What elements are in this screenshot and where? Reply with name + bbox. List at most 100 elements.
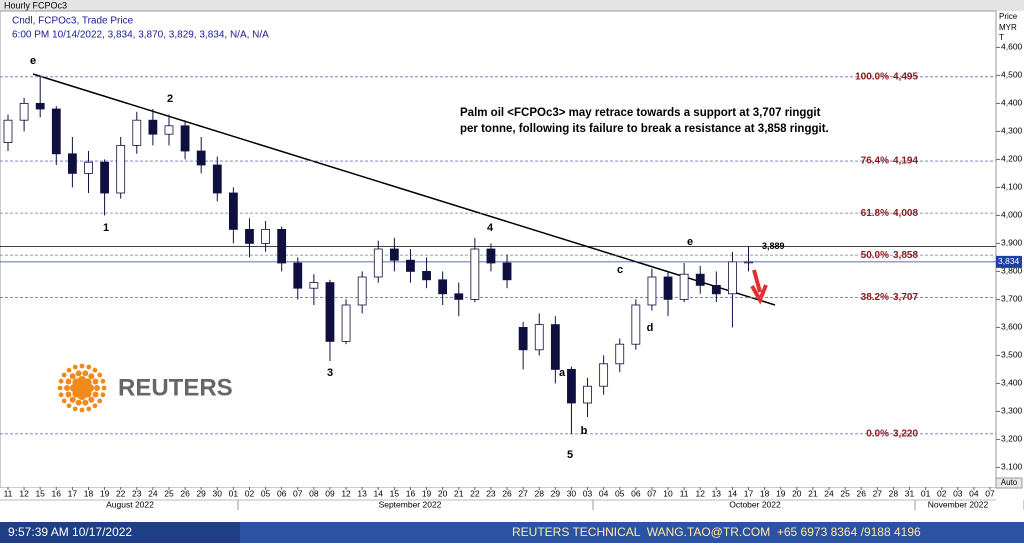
x-tick-label: 14: [728, 488, 738, 498]
candle-body: [470, 248, 480, 300]
x-tick-label: 14: [374, 488, 384, 498]
logo-dot: [66, 367, 72, 373]
logo-dot: [88, 373, 95, 380]
logo-dot: [79, 363, 85, 369]
wave-label: d: [647, 322, 654, 334]
fib-label: 76.4%: [861, 156, 889, 167]
annotation-line: per tonne, following its failure to brea…: [460, 123, 829, 135]
candle-body: [422, 270, 431, 281]
logo-dot: [61, 372, 67, 378]
x-tick-label: 08: [309, 488, 319, 498]
logo-dot: [66, 403, 72, 409]
resistance-label: 3,889: [762, 241, 785, 251]
x-tick-label: 04: [969, 488, 979, 498]
candle-body: [679, 273, 689, 300]
y-tick-label: 4,300: [1001, 126, 1023, 136]
series-legend: Cndl, FCPOc3, Trade Price: [12, 16, 134, 27]
x-tick-label: 02: [245, 488, 255, 498]
logo-dot: [79, 407, 85, 413]
logo-mark: [57, 363, 107, 413]
x-tick-label: 11: [680, 488, 689, 498]
fib-label: 100.0%: [855, 71, 889, 82]
candle-body: [196, 150, 206, 166]
candle-body: [744, 261, 753, 264]
wave-label: b: [581, 425, 588, 437]
candle-body: [212, 164, 222, 194]
month-label: November 2022: [928, 499, 989, 509]
wave-label: 1: [103, 222, 109, 234]
window-title: Hourly FCPOc3: [4, 0, 67, 10]
month-label: October 2022: [729, 499, 781, 509]
x-tick-label: 18: [760, 488, 770, 498]
x-tick-label: 24: [148, 488, 158, 498]
wave-label: 5: [567, 449, 573, 461]
x-tick-label: 03: [953, 488, 963, 498]
ohlc-readout: 6:00 PM 10/14/2022, 3,834, 3,870, 3,829,…: [12, 30, 269, 41]
y-tick-label: 4,500: [1001, 70, 1023, 80]
candle-body: [728, 261, 737, 295]
auto-button[interactable]: [995, 477, 1023, 489]
logo-dot: [83, 378, 92, 387]
y-tick-label: 4,000: [1001, 210, 1023, 220]
candle-body: [486, 248, 496, 264]
logo-dot: [94, 385, 100, 391]
y-tick-label: 4,100: [1001, 182, 1023, 192]
logo-dot: [100, 378, 106, 384]
x-tick-label: 24: [824, 488, 834, 498]
x-tick-label: 30: [567, 488, 577, 498]
date-strip: [0, 488, 1024, 522]
x-tick-label: 11: [4, 488, 13, 498]
x-tick-label: 10: [663, 488, 673, 498]
candle-body: [341, 304, 351, 342]
logo-dot: [101, 385, 107, 391]
x-tick-label: 13: [712, 488, 722, 498]
wave-label: c: [617, 264, 623, 276]
candle-body: [164, 125, 174, 135]
logo-dot: [57, 385, 63, 391]
logo-dot: [92, 378, 99, 385]
fib-value: 4,008: [893, 208, 918, 219]
candle-body: [261, 228, 270, 244]
logo-dot: [72, 406, 78, 412]
last-price-label: 3,834: [998, 256, 1020, 266]
candle-body: [711, 284, 721, 295]
x-tick-label: 20: [792, 488, 802, 498]
x-tick-label: 04: [599, 488, 609, 498]
x-tick-label: 19: [100, 488, 110, 498]
title-bar: [0, 0, 1024, 11]
candle-body: [583, 385, 592, 404]
wave-label: e: [30, 55, 36, 67]
x-tick-label: 20: [438, 488, 448, 498]
y-tick-label: 3,500: [1001, 350, 1023, 360]
candle-body: [550, 324, 560, 370]
x-tick-label: 09: [325, 488, 335, 498]
footer-time: 9:57:39 AM 10/17/2022: [8, 525, 132, 539]
auto-button-label[interactable]: Auto: [1001, 478, 1018, 487]
candle-body: [67, 153, 77, 174]
logo-dot: [58, 392, 64, 398]
logo-dot: [75, 370, 82, 377]
y-tick-label: 3,800: [1001, 266, 1023, 276]
logo-dot: [72, 364, 78, 370]
month-label: August 2022: [106, 499, 154, 509]
candle-body: [357, 276, 367, 306]
y-tick-label: 3,400: [1001, 378, 1023, 388]
logo-dot: [82, 399, 89, 406]
x-tick-label: 18: [84, 488, 94, 498]
x-tick-label: 06: [631, 488, 641, 498]
red-arrow: [750, 269, 768, 305]
x-tick-label: 22: [116, 488, 126, 498]
logo-dot: [58, 378, 64, 384]
candle-body: [567, 368, 576, 404]
fib-label: 50.0%: [861, 250, 889, 261]
x-tick-label: 17: [68, 488, 78, 498]
logo-dot: [100, 392, 106, 398]
candle-body: [148, 119, 158, 135]
x-tick-label: 26: [856, 488, 866, 498]
x-tick-label: 01: [921, 488, 931, 498]
logo-text: REUTERS: [118, 374, 233, 401]
candle-body: [438, 279, 448, 295]
trend-line: [32, 73, 776, 306]
candle-body: [116, 144, 126, 194]
